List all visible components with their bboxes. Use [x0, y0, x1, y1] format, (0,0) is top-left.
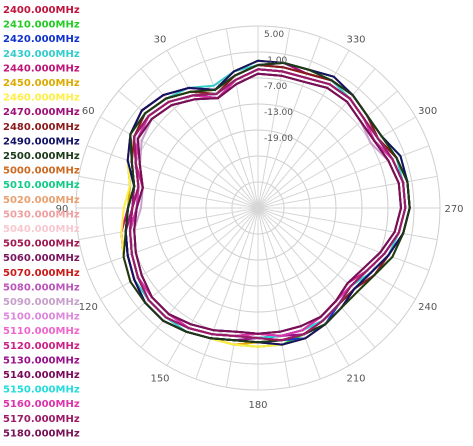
series-line: [133, 72, 402, 335]
grid-spoke: [118, 207, 259, 326]
legend-entry: 2460.000MHz: [3, 93, 80, 104]
legend-entry: 5020.000MHz: [3, 195, 80, 206]
grid-spoke: [257, 207, 291, 388]
radial-tick-label: 5.00: [264, 30, 284, 40]
grid-spoke: [257, 207, 398, 326]
legend-entry: 2500.000MHz: [3, 151, 80, 162]
legend-entry: 5010.000MHz: [3, 180, 80, 191]
legend-entry: 2440.000MHz: [3, 63, 80, 74]
grid-spoke: [225, 28, 259, 209]
series-group: [120, 59, 411, 348]
angle-tick-label: 120: [79, 302, 98, 313]
grid-spoke: [195, 36, 259, 209]
legend-entry: 5150.000MHz: [3, 385, 80, 396]
angle-tick-label: 150: [150, 374, 169, 385]
radial-tick-label: -1.00: [264, 56, 288, 66]
legend-entry: 5120.000MHz: [3, 341, 80, 352]
polar-grid: [75, 25, 441, 391]
legend-entry: 5040.000MHz: [3, 224, 80, 235]
legend-entry: 2480.000MHz: [3, 122, 80, 133]
series-line: [122, 61, 411, 344]
grid-spoke: [78, 207, 259, 241]
angle-tick-label: 60: [82, 106, 95, 117]
legend-entry: 2490.000MHz: [3, 136, 80, 147]
legend-entry: 5160.000MHz: [3, 399, 80, 410]
radial-tick-label: -19.00: [264, 134, 293, 144]
angle-tick-label: 180: [248, 400, 267, 411]
axis-labels: 5.00 -1.00 -7.00 -13.00 -19.00 30 60 90 120 150 18…: [56, 30, 464, 411]
legend-entry: 2450.000MHz: [3, 78, 80, 89]
radial-tick-label: -7.00: [264, 82, 288, 92]
legend-entry: 5030.000MHz: [3, 209, 80, 220]
legend-entry: 5000.000MHz: [3, 166, 80, 177]
grid-spoke: [195, 207, 259, 380]
grid-spoke: [257, 207, 416, 300]
grid-spoke: [257, 36, 321, 209]
grid-spoke: [257, 207, 350, 366]
angle-tick-label: 330: [346, 34, 365, 45]
grid-spoke: [86, 145, 259, 209]
grid-spoke: [257, 207, 438, 241]
angle-tick-label: 210: [346, 374, 365, 385]
legend-entry: 5140.000MHz: [3, 370, 80, 381]
grid-spoke: [140, 68, 259, 209]
legend-entry: 5080.000MHz: [3, 282, 80, 293]
legend-entry: 2470.000MHz: [3, 107, 80, 118]
legend: 2400.000MHz 2410.000MHz 2420.000MHz 2430.00…: [3, 5, 80, 439]
legend-entry: 5050.000MHz: [3, 239, 80, 250]
legend-entry: 2400.000MHz: [3, 5, 80, 16]
legend-entry: 2420.000MHz: [3, 34, 80, 45]
grid-spoke: [257, 116, 416, 209]
grid-spoke: [257, 207, 430, 271]
grid-spoke: [100, 116, 259, 209]
grid-spoke: [166, 207, 259, 366]
grid-spoke: [78, 175, 259, 209]
angle-tick-label: 90: [56, 204, 69, 215]
legend-entry: 5100.000MHz: [3, 312, 80, 323]
grid-spoke: [100, 207, 259, 300]
legend-entry: 5130.000MHz: [3, 355, 80, 366]
grid-spoke: [257, 90, 398, 209]
grid-spoke: [140, 207, 259, 348]
angle-tick-label: 240: [418, 302, 437, 313]
legend-entry: 5070.000MHz: [3, 268, 80, 279]
grid-spoke: [257, 28, 291, 209]
legend-entry: 5110.000MHz: [3, 326, 80, 337]
radial-tick-label: -13.00: [264, 108, 293, 118]
grid-spoke: [166, 50, 259, 209]
grid-spoke: [257, 207, 376, 348]
legend-entry: 5180.000MHz: [3, 428, 80, 439]
legend-entry: 5060.000MHz: [3, 253, 80, 264]
grid-spoke: [225, 207, 259, 388]
angle-tick-label: 300: [418, 106, 437, 117]
angle-tick-label: 30: [154, 34, 167, 45]
legend-entry: 5170.000MHz: [3, 414, 80, 425]
grid-spoke: [257, 207, 321, 380]
series-line: [129, 68, 407, 342]
legend-entry: 2430.000MHz: [3, 49, 80, 60]
legend-entry: 2410.000MHz: [3, 20, 80, 31]
grid-spoke: [86, 207, 259, 271]
legend-entry: 5090.000MHz: [3, 297, 80, 308]
grid-spoke: [257, 68, 376, 209]
angle-tick-label: 270: [444, 204, 463, 215]
